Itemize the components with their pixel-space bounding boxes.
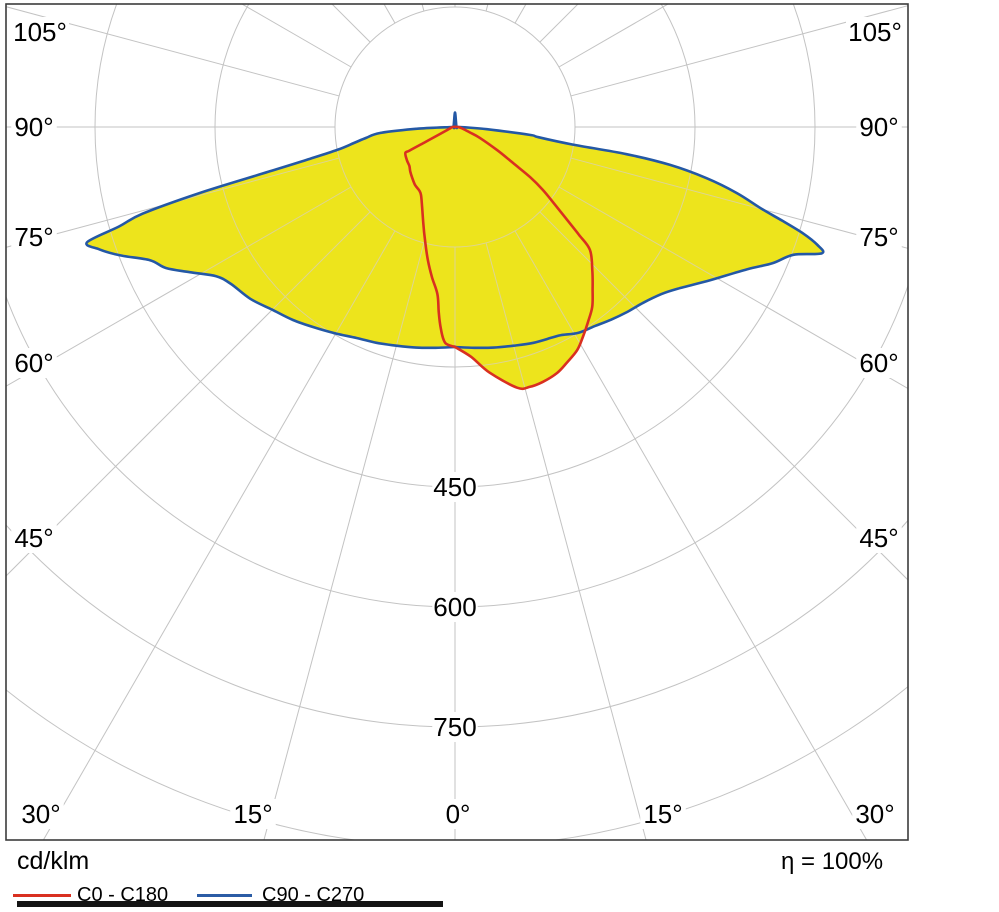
plot-frame [5,3,909,841]
angle-label-bottom-4-30°: 30° [855,799,894,829]
curve-c0-c180 [403,125,594,391]
angle-label-bottom-1-15°: 15° [233,799,272,829]
ring-label-450: 450 [433,472,476,502]
angle-label-left-75°: 75° [14,222,53,252]
ring-label-600: 600 [433,592,476,622]
legend-line-c0-c180 [13,894,71,897]
unit-label: cd/klm [17,847,90,875]
legend-label-c90-c270: C90 - C270 [262,884,365,906]
angle-label-left-60°: 60° [14,348,53,378]
angle-label-left-45°: 45° [14,523,53,553]
angle-label-bottom-3-15°: 15° [643,799,682,829]
angle-label-right-45°: 45° [859,523,898,553]
bottom-crop-divider [17,901,443,907]
axis-labels: 450 600 750 105° 90° 75° 60° 45° 105° 90° 75° 60° 45… [11,17,904,829]
legend-line-c90-c270 [197,894,252,897]
light-output-ratio: η = 100% [781,848,884,875]
angle-label-bottom-2-0°: 0° [446,799,471,829]
angle-label-right-90°: 90° [859,112,898,142]
angle-label-right-75°: 75° [859,222,898,252]
angle-label-bottom-0-30°: 30° [21,799,60,829]
angle-label-left-90°: 90° [14,112,53,142]
angle-label-left-105°: 105° [13,17,67,47]
ring-label-750: 750 [433,712,476,742]
legend-label-c0-c180: C0 - C180 [77,884,169,906]
angle-label-right-105°: 105° [848,17,902,47]
angle-label-right-60°: 60° [859,348,898,378]
